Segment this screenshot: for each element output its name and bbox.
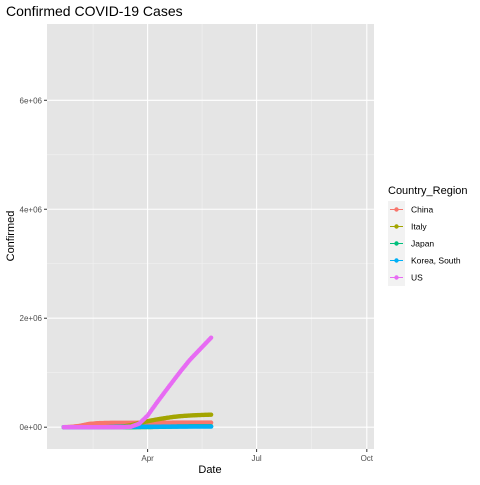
x-axis: Apr Jul Oct: [141, 449, 374, 463]
chart-title: Confirmed COVID-19 Cases: [6, 3, 183, 19]
legend-item-korea-south: Korea, South: [388, 252, 461, 269]
legend-item-japan: Japan: [388, 235, 434, 252]
legend-label-italy: Italy: [411, 222, 427, 232]
x-tick-label: Oct: [361, 454, 374, 463]
y-tick-label: 0e+00: [20, 423, 43, 432]
x-tick-label: Apr: [141, 454, 154, 463]
series-layer: [61, 335, 214, 430]
legend-label-us: US: [411, 273, 423, 283]
legend-label-korea-south: Korea, South: [411, 256, 461, 266]
legend-item-us: US: [388, 269, 423, 286]
y-tick-label: 4e+06: [20, 205, 43, 214]
minor-gridlines: [47, 24, 374, 449]
y-tick-label: 2e+06: [20, 314, 43, 323]
legend-key-point: [394, 224, 399, 229]
legend: Country_Region China Italy Japan Korea, Sou…: [388, 185, 468, 286]
y-axis: 0e+00 2e+06 4e+06 6e+06: [20, 96, 47, 432]
legend-items: China Italy Japan Korea, South US: [388, 201, 461, 286]
plot-panel: [47, 24, 374, 449]
y-axis-label: Confirmed: [5, 211, 17, 262]
x-axis-label: Date: [198, 464, 221, 476]
legend-title: Country_Region: [388, 185, 468, 197]
legend-key-point: [394, 241, 399, 246]
legend-label-japan: Japan: [411, 239, 434, 249]
data-point-us: [208, 335, 214, 340]
x-tick-label: Jul: [251, 454, 261, 463]
legend-key-point: [394, 258, 399, 263]
legend-label-china: China: [411, 205, 433, 215]
data-point-china: [208, 420, 214, 425]
legend-item-italy: Italy: [388, 218, 427, 235]
data-point-italy: [208, 412, 214, 417]
data-point-korea-south: [208, 424, 214, 429]
legend-key-point: [394, 207, 399, 212]
y-tick-label: 6e+06: [20, 96, 43, 105]
legend-key-point: [394, 275, 399, 280]
series-us: [61, 335, 214, 430]
legend-item-china: China: [388, 201, 433, 218]
